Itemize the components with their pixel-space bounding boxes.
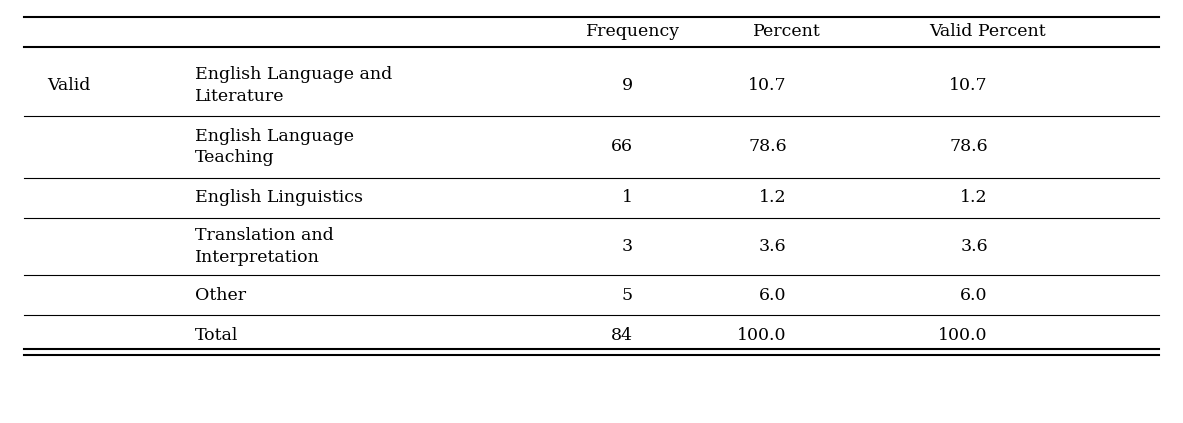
Text: 5: 5: [622, 286, 633, 304]
Text: 6.0: 6.0: [961, 286, 988, 304]
Text: 1: 1: [622, 189, 633, 206]
Text: 10.7: 10.7: [748, 77, 787, 94]
Text: English Language and
Literature: English Language and Literature: [195, 66, 393, 105]
Text: Total: Total: [195, 327, 239, 344]
Text: 10.7: 10.7: [949, 77, 988, 94]
Text: 100.0: 100.0: [737, 327, 787, 344]
Text: Other: Other: [195, 286, 246, 304]
Text: English Linguistics: English Linguistics: [195, 189, 363, 206]
Text: 3.6: 3.6: [759, 238, 787, 255]
Text: Translation and
Interpretation: Translation and Interpretation: [195, 227, 334, 266]
Text: 1.2: 1.2: [961, 189, 988, 206]
Text: 100.0: 100.0: [938, 327, 988, 344]
Text: Percent: Percent: [752, 23, 821, 40]
Text: 6.0: 6.0: [759, 286, 787, 304]
Text: 78.6: 78.6: [748, 138, 787, 156]
Text: 78.6: 78.6: [949, 138, 988, 156]
Text: 9: 9: [622, 77, 633, 94]
Text: 3: 3: [622, 238, 633, 255]
Text: English Language
Teaching: English Language Teaching: [195, 128, 354, 166]
Text: Frequency: Frequency: [586, 23, 680, 40]
Text: 3.6: 3.6: [961, 238, 988, 255]
Text: 1.2: 1.2: [759, 189, 787, 206]
Text: Valid: Valid: [47, 77, 91, 94]
Text: 84: 84: [610, 327, 633, 344]
Text: Valid Percent: Valid Percent: [930, 23, 1046, 40]
Text: 66: 66: [610, 138, 633, 156]
